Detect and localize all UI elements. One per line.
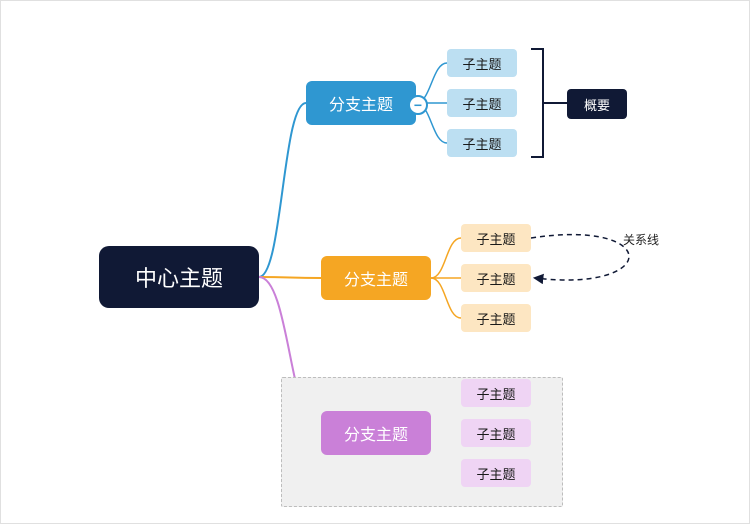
center-topic[interactable]: 中心主题	[99, 246, 259, 308]
sub-topic[interactable]: 子主题	[447, 49, 517, 77]
branch-topic[interactable]: 分支主题	[321, 411, 431, 455]
sub-topic[interactable]: 子主题	[447, 89, 517, 117]
collapse-toggle-icon[interactable]: −	[408, 95, 428, 115]
branch-topic[interactable]: 分支主题	[306, 81, 416, 125]
sub-topic[interactable]: 子主题	[461, 264, 531, 292]
sub-topic[interactable]: 子主题	[461, 459, 531, 487]
summary-node[interactable]: 概要	[567, 89, 627, 119]
relationship-label: 关系线	[623, 231, 659, 248]
sub-topic[interactable]: 子主题	[461, 224, 531, 252]
sub-topic[interactable]: 子主题	[461, 379, 531, 407]
mindmap-canvas: 中心主题分支主题子主题子主题子主题−概要分支主题子主题子主题子主题关系线分支主题…	[0, 0, 750, 524]
branch-topic[interactable]: 分支主题	[321, 256, 431, 300]
sub-topic[interactable]: 子主题	[461, 419, 531, 447]
sub-topic[interactable]: 子主题	[461, 304, 531, 332]
sub-topic[interactable]: 子主题	[447, 129, 517, 157]
